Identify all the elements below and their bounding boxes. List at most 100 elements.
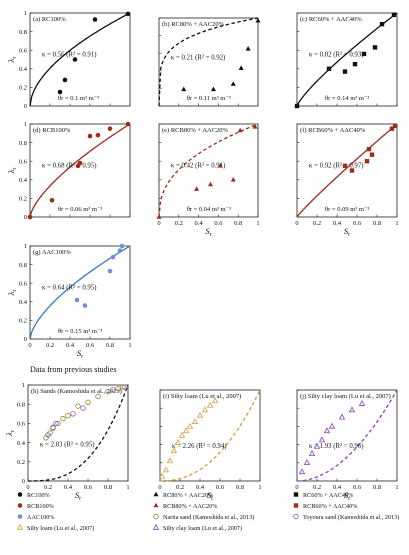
data-point — [95, 393, 101, 400]
fit-curve — [158, 17, 259, 107]
plot-frame — [296, 123, 398, 218]
fit-label: κ = 1.93 (R² = 0.96) — [309, 443, 363, 450]
data-point — [230, 177, 236, 182]
panel-title: (c) RC60% + AAC40% — [300, 16, 362, 23]
x-tick-label: 0.2 — [313, 484, 321, 491]
y-tick-label: 1 — [22, 382, 25, 389]
legend-marker — [16, 523, 24, 530]
legend-label: RC100% — [27, 492, 50, 499]
legend-label: AAC100% — [27, 514, 55, 521]
y-tick-label: 0.6 — [17, 421, 26, 428]
legend-label: RCB60% + AAC40% — [303, 503, 357, 510]
porosity-label: θr = 0.04 m³ m⁻³ — [187, 206, 231, 213]
porosity-label: θr = 0.09 m³ m⁻³ — [325, 206, 369, 213]
data-point — [328, 422, 336, 429]
data-point — [75, 403, 81, 409]
data-point — [194, 186, 200, 191]
data-point — [110, 254, 116, 260]
legend-label: Silty clay loam (Lu et al., 2007) — [163, 525, 242, 532]
y-tick-label: 0.2 — [19, 85, 27, 92]
data-point — [196, 411, 204, 418]
y-tick-label: 0.6 — [19, 158, 28, 165]
legend-item: AAC100% — [17, 514, 55, 521]
data-point — [72, 57, 78, 62]
data-point — [110, 387, 116, 393]
legend-item: Silty clay loam (Lu et al., 2007) — [152, 523, 242, 532]
data-point — [57, 89, 63, 95]
data-point — [389, 126, 395, 131]
section-title: Data from previous studies — [30, 365, 116, 374]
x-tick-label: 0.4 — [195, 220, 204, 227]
data-point — [49, 197, 55, 203]
data-point — [65, 413, 71, 419]
data-point — [55, 420, 61, 427]
data-point — [27, 214, 33, 220]
x-tick-label: 0.2 — [44, 484, 52, 491]
plot-frame — [27, 384, 129, 482]
y-tick-label: 0 — [22, 478, 25, 485]
data-point — [201, 406, 209, 413]
x-tick-label: 0.8 — [236, 484, 244, 491]
legend-item: RCB80% + AAC20% — [153, 502, 217, 510]
x-tick-label: 0 — [28, 342, 31, 349]
data-point — [95, 132, 101, 138]
data-point — [372, 45, 378, 50]
x-tick-label: 0.2 — [46, 342, 54, 349]
x-axis-label: Sr — [75, 490, 81, 502]
x-axis-label: Sr — [344, 226, 350, 238]
porosity-label: θr = 0.11 m³ m⁻³ — [187, 95, 231, 102]
panel-title: (g) AAC100% — [33, 249, 71, 256]
data-point — [62, 77, 68, 83]
data-point — [338, 413, 346, 420]
legend-marker — [152, 523, 160, 530]
data-point — [50, 424, 56, 430]
data-point — [237, 127, 243, 133]
panel-title: (h) Sands (Kamoshida et al., 2013) — [31, 388, 122, 395]
legend-marker — [293, 492, 299, 497]
fit-curve — [28, 384, 129, 482]
plot-frame — [296, 12, 398, 107]
y-tick-label: 1 — [24, 243, 27, 250]
data-point — [191, 418, 199, 425]
data-point — [77, 160, 83, 166]
x-tick-label: 0 — [26, 484, 29, 491]
y-axis-label: λr — [6, 57, 18, 64]
y-tick-label: 0.4 — [19, 177, 28, 184]
legend-item: Narita sand (Kamoshida et al., 2013) — [153, 513, 254, 521]
x-tick-label: 0.2 — [175, 220, 183, 227]
x-axis-label: Sr — [205, 226, 211, 238]
data-point — [364, 159, 370, 164]
y-tick-label: 0.2 — [17, 459, 25, 466]
legend: RC100% RC80% + AAC20% RC60% + AAC40% RCB100… — [16, 491, 399, 532]
data-point — [107, 268, 113, 274]
x-axis-label: Sr — [207, 490, 213, 502]
y-tick-label: 0.6 — [19, 47, 28, 54]
data-point — [392, 123, 398, 129]
legend-item: RCB60% + AAC40% — [293, 503, 357, 510]
data-point — [186, 422, 194, 429]
data-point — [206, 401, 214, 408]
y-tick-label: 0 — [24, 103, 27, 110]
data-point — [207, 181, 213, 187]
panel-5: 0 0.2 0.4 0.6 0.8 1 Sr (e) RCB80% + AAC20% κ = 0… — [156, 123, 260, 238]
plot-frame — [158, 123, 259, 218]
data-point — [342, 163, 348, 169]
fit-label: κ = 0.56 (R² = 0.91) — [42, 52, 96, 59]
data-point — [342, 69, 348, 74]
data-point — [313, 442, 321, 449]
y-tick-label: 1 — [24, 10, 27, 17]
x-axis-label: Sr — [77, 348, 83, 360]
data-point — [122, 384, 128, 390]
data-point — [87, 133, 93, 139]
legend-item: Toyoura sand (Kamoshida et al., 2013) — [293, 513, 399, 521]
x-tick-label: 1 — [256, 220, 259, 227]
legend-label: Silty loam (Lu et al., 2007) — [27, 525, 94, 532]
x-tick-label: 1 — [395, 484, 398, 491]
fit-label: κ = 0.68 (R² = 0.95) — [42, 163, 96, 170]
data-point — [245, 46, 251, 51]
x-tick-label: 0.8 — [373, 220, 381, 227]
legend-marker — [153, 513, 159, 520]
data-point — [158, 472, 166, 479]
x-tick-label: 0 — [158, 484, 161, 491]
data-point — [308, 450, 316, 456]
